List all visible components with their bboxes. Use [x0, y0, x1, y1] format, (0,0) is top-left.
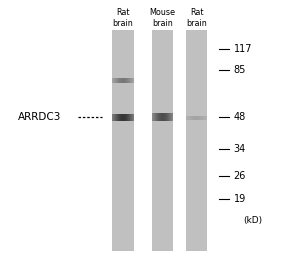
- Text: 117: 117: [233, 44, 252, 54]
- Text: Rat
brain: Rat brain: [113, 8, 134, 28]
- Text: Mouse
brain: Mouse brain: [150, 8, 176, 28]
- Text: 19: 19: [233, 194, 246, 204]
- Bar: [152, 30, 173, 251]
- Text: 34: 34: [233, 144, 246, 154]
- Text: ARRDC3: ARRDC3: [18, 112, 62, 122]
- Bar: [186, 30, 207, 251]
- Text: 48: 48: [233, 112, 246, 122]
- Text: 85: 85: [233, 65, 246, 75]
- Bar: [113, 30, 134, 251]
- Text: 26: 26: [233, 171, 246, 181]
- Text: Rat
brain: Rat brain: [186, 8, 207, 28]
- Text: (kD): (kD): [244, 216, 263, 225]
